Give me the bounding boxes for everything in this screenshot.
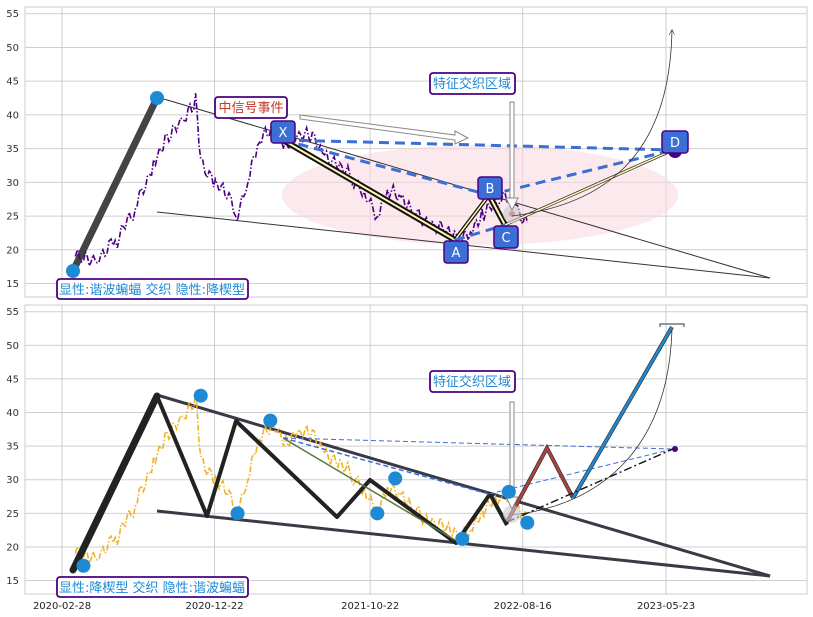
projection-dashdot [506, 448, 674, 523]
pattern-label-x: X [270, 120, 296, 144]
bottom-caption-text: 显性:降楔型 交织 隐性:谐波蝙蝠 [59, 580, 245, 596]
x-tick-label: 2023-05-23 [637, 601, 695, 612]
bottom-ytick-label: 55 [6, 307, 19, 318]
bottom-ytick-label: 20 [6, 542, 19, 553]
bottom-ytick-label: 35 [6, 442, 19, 453]
top-ytick-label: 30 [6, 178, 19, 189]
bottom-pivot-point [520, 515, 535, 530]
bottom-pivot-point [388, 471, 403, 486]
bottom-pivot-point [370, 506, 385, 521]
top-pivot-peak [150, 91, 164, 105]
projection-curve-arrow [511, 30, 672, 217]
x-tick-label: 2021-10-22 [341, 601, 399, 612]
bottom-pivot-point [455, 531, 470, 546]
projection-up [571, 326, 674, 499]
top-ytick-label: 40 [6, 110, 19, 121]
bottom-zone-text: 特征交织区域 [433, 374, 511, 390]
top-zone-text: 特征交织区域 [433, 76, 511, 92]
zone-pointer-head [505, 197, 519, 212]
pattern-label-x-text: X [279, 126, 288, 141]
pattern-label-c: C [493, 225, 519, 249]
zone-pointer-stem [509, 101, 515, 201]
top-ytick-label: 45 [6, 77, 19, 88]
top-ytick-label: 50 [6, 43, 19, 54]
overlay-xa [282, 437, 456, 541]
bottom-caption-box: 显性:降楔型 交织 隐性:谐波蝙蝠 [56, 576, 249, 598]
pattern-label-d: D [661, 130, 689, 154]
bottom-zone-box: 特征交织区域 [429, 370, 516, 393]
signal-event-text: 中信号事件 [218, 101, 283, 116]
bottom-pivots [76, 388, 535, 573]
bottom-pivot-point [230, 506, 245, 521]
bottom-pivot-point [193, 388, 208, 403]
impulse-leg [69, 94, 161, 275]
pattern-label-a-text: A [452, 246, 461, 261]
leg-bc [488, 194, 506, 226]
leg-xa [282, 139, 456, 241]
bottom-y-ticks: 15 20 25 30 35 40 45 50 55 [6, 307, 19, 587]
top-ytick-label: 55 [6, 9, 19, 20]
zigzag-impulse [69, 392, 161, 574]
bottom-price-line [74, 390, 529, 566]
pattern-label-a: A [443, 240, 469, 264]
pattern-label-b: B [477, 176, 503, 200]
bottom-zone-pointer-stem [509, 401, 515, 500]
bottom-ytick-label: 15 [6, 576, 19, 587]
target-bracket [659, 323, 685, 327]
x-tick-label: 2022-08-16 [494, 601, 552, 612]
x-tick-label: 2020-12-22 [185, 601, 243, 612]
overlay-xd [282, 437, 674, 450]
bottom-pivot-point [501, 484, 516, 499]
pattern-label-b-text: B [486, 182, 495, 197]
x-ticks: 2020-02-28 2020-12-22 2021-10-22 2022-08-16… [33, 601, 695, 612]
pattern-label-c-text: C [501, 231, 510, 246]
bottom-ytick-label: 30 [6, 475, 19, 486]
xd-dashed [282, 138, 674, 152]
top-ytick-label: 35 [6, 144, 19, 155]
ac-dashed [454, 223, 506, 242]
top-caption-text: 显性:谐波蝙蝠 交织 隐性:降楔型 [59, 282, 245, 298]
bottom-panel-frame [24, 304, 808, 595]
bottom-panel: 特征交织区域 显性:降楔型 交织 隐性:谐波蝙蝠 [56, 323, 771, 598]
bottom-pivot-point [263, 413, 278, 428]
bottom-pivot-point [76, 558, 91, 573]
resistance-trendline [156, 96, 771, 279]
projection-zigzag [505, 445, 575, 523]
leg-ab [454, 194, 490, 241]
bottom-ytick-label: 40 [6, 408, 19, 419]
x-tick-label: 2020-02-28 [33, 601, 91, 612]
top-ytick-label: 25 [6, 212, 19, 223]
top-ytick-label: 15 [6, 279, 19, 290]
bottom-ytick-label: 25 [6, 509, 19, 520]
xb-dashed [282, 138, 490, 197]
top-caption-box: 显性:谐波蝙蝠 交织 隐性:降楔型 [56, 278, 249, 300]
bottom-ytick-label: 45 [6, 374, 19, 385]
top-pivot-start [66, 264, 80, 278]
wedge-upper-line [156, 393, 771, 578]
bottom-ytick-label: 50 [6, 341, 19, 352]
overlay-d-dot [672, 446, 678, 452]
top-zone-box: 特征交织区域 [429, 72, 516, 95]
harmonic-legs [281, 137, 674, 243]
zigzag-path [155, 395, 509, 545]
signal-event-box: 中信号事件 [214, 96, 288, 119]
overlay-xb [282, 437, 490, 495]
top-pivot-c-halo [503, 205, 521, 223]
top-ytick-label: 20 [6, 245, 19, 256]
pattern-label-d-text: D [670, 136, 680, 151]
top-panel: X A B C D 中信号事件 特征交织区域 显性:谐波蝙蝠 交织 [56, 30, 771, 300]
top-y-ticks: 15 20 25 30 35 40 45 50 55 [6, 9, 19, 290]
projection-curve [511, 329, 673, 516]
signal-arrow [299, 114, 470, 145]
c-halo-bottom [503, 505, 521, 523]
